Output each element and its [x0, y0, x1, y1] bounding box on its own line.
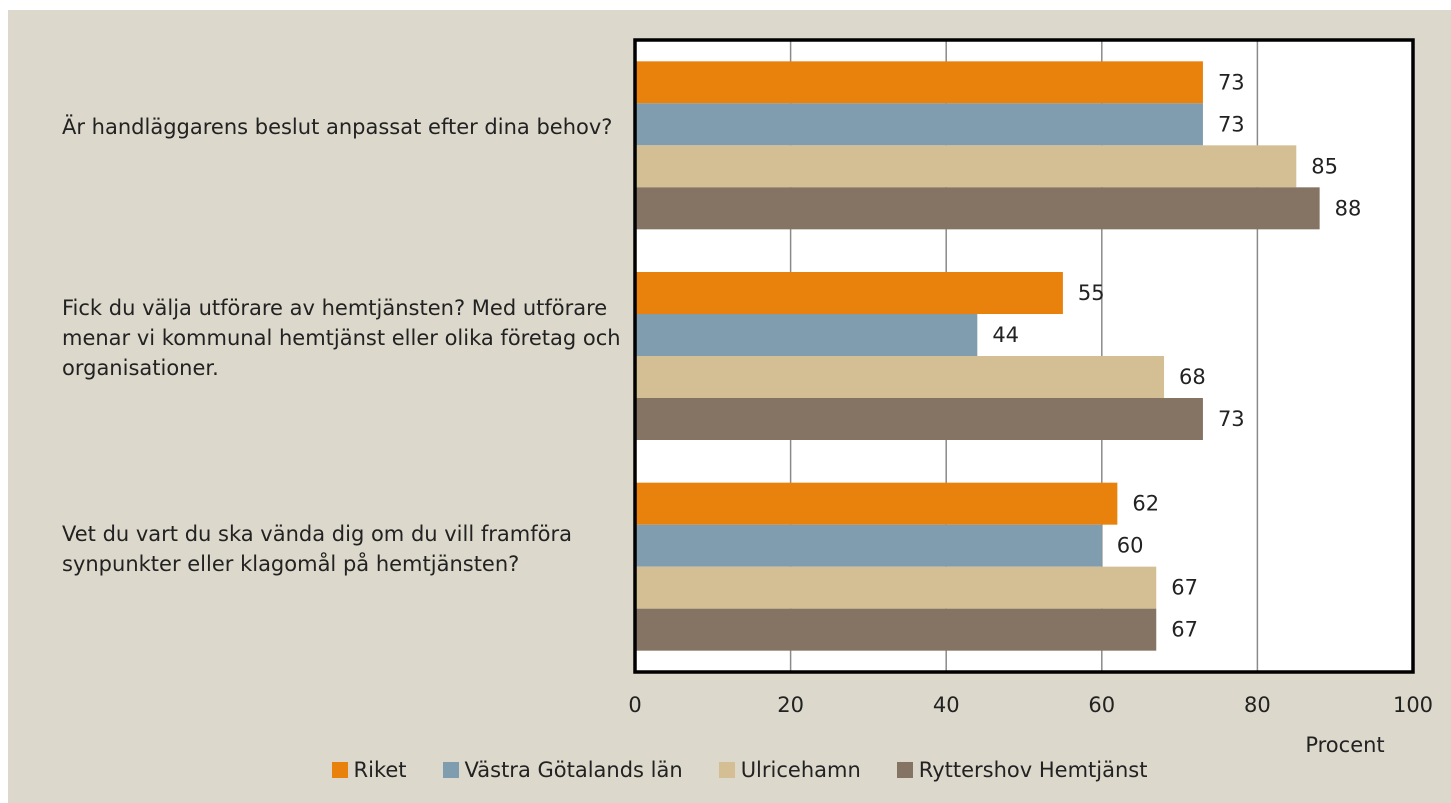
bar	[635, 61, 1203, 104]
legend-item: Ryttershov Hemtjänst	[896, 758, 1148, 782]
value-label: 73	[1218, 70, 1245, 94]
value-label: 85	[1311, 154, 1338, 178]
category-label: Är handläggarens beslut anpassat efter d…	[62, 115, 613, 140]
value-label: 67	[1171, 576, 1198, 600]
legend-swatch	[442, 762, 459, 778]
bar	[635, 566, 1157, 609]
value-label: 73	[1218, 407, 1245, 431]
bar	[635, 103, 1203, 146]
x-tick-label: 100	[1393, 693, 1433, 717]
bar	[635, 272, 1063, 314]
legend-item: Ulricehamn	[718, 758, 861, 782]
x-tick-label: 20	[777, 693, 804, 717]
value-label: 44	[992, 323, 1019, 347]
legend-swatch	[331, 762, 348, 778]
x-tick-label: 80	[1244, 693, 1271, 717]
value-label: 73	[1218, 112, 1245, 136]
legend-swatch	[896, 762, 913, 778]
legend-label: Ryttershov Hemtjänst	[918, 758, 1148, 782]
bar	[635, 314, 978, 356]
value-label: 68	[1179, 365, 1206, 389]
x-axis-label: Procent	[1305, 733, 1384, 757]
chart: 0 20 40 60 80 100 Procent 73 73 85 88 55 44 68 73 62 60 6…	[8, 10, 1451, 803]
legend-swatch	[718, 762, 735, 778]
legend-label: Västra Götalands län	[464, 758, 683, 782]
plot-border	[633, 38, 1415, 674]
legend-item: Västra Götalands län	[442, 758, 683, 782]
chart-svg: 0 20 40 60 80 100 Procent 73 73 85 88 55 44 68 73 62 60 6…	[628, 38, 1433, 757]
bar	[635, 398, 1203, 440]
bar	[635, 482, 1118, 525]
value-label: 60	[1117, 534, 1144, 558]
x-tick-label: 0	[628, 693, 641, 717]
bar	[635, 187, 1320, 230]
value-label: 88	[1335, 196, 1362, 220]
bar	[635, 524, 1102, 567]
x-tick-label: 60	[1088, 693, 1115, 717]
value-label: 55	[1078, 281, 1105, 305]
value-label: 67	[1171, 618, 1198, 642]
x-tick-label: 40	[933, 693, 960, 717]
legend: Riket Västra Götalands län Ulricehamn Rytte…	[8, 758, 1451, 782]
legend-label: Ulricehamn	[740, 758, 861, 782]
bar	[635, 356, 1165, 398]
legend-label: Riket	[353, 758, 407, 782]
value-label: 62	[1132, 492, 1159, 516]
category-label: Vet du vart du ska vända dig om du vill …	[62, 521, 572, 576]
legend-item: Riket	[331, 758, 407, 782]
bar	[635, 145, 1297, 188]
bar	[635, 608, 1157, 651]
category-label: Fick du välja utförare av hemtjänsten? M…	[62, 296, 621, 380]
